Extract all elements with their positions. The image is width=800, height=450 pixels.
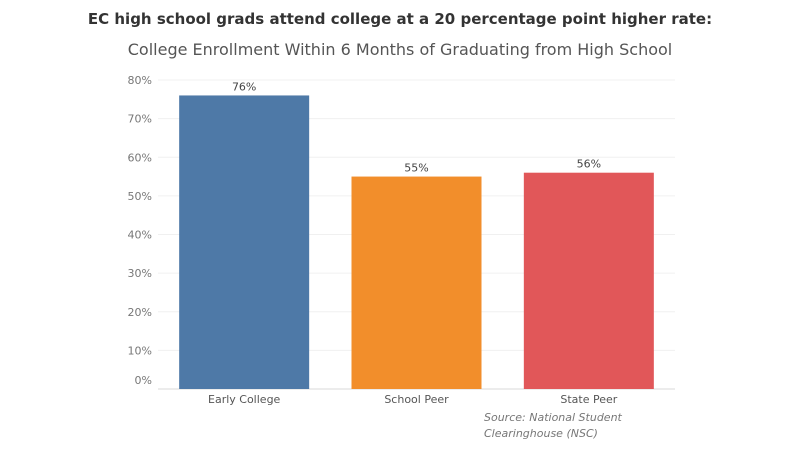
data-label: 76% [232,80,256,93]
bar [523,172,654,389]
y-tick-label: 0% [135,374,152,387]
y-tick-label: 60% [128,151,152,164]
x-tick-label: Early College [208,393,281,406]
chart-headline: EC high school grads attend college at a… [87,10,713,28]
data-label: 55% [404,162,428,175]
x-axis: Early College School Peer State Peer [208,393,618,406]
y-tick-label: 20% [128,306,152,319]
y-tick-label: 10% [128,344,152,357]
data-labels: 76% 55% 56% [232,80,601,174]
y-tick-label: 80% [128,74,152,87]
source-note: Source: National Student Clearinghouse (… [484,411,622,440]
data-label: 56% [577,158,601,171]
y-tick-label: 40% [128,229,152,242]
x-tick-label: State Peer [560,393,617,406]
chart-title: College Enrollment Within 6 Months of Gr… [127,40,673,59]
y-tick-label: 50% [128,190,152,203]
y-tick-label: 70% [128,113,152,126]
y-axis: 0% 10% 20% 30% 40% 50% 60% 70% 80% [128,74,152,387]
bar [179,95,310,389]
x-tick-label: School Peer [384,393,449,406]
y-tick-label: 30% [128,267,152,280]
bars [179,95,654,389]
bar [351,176,482,389]
